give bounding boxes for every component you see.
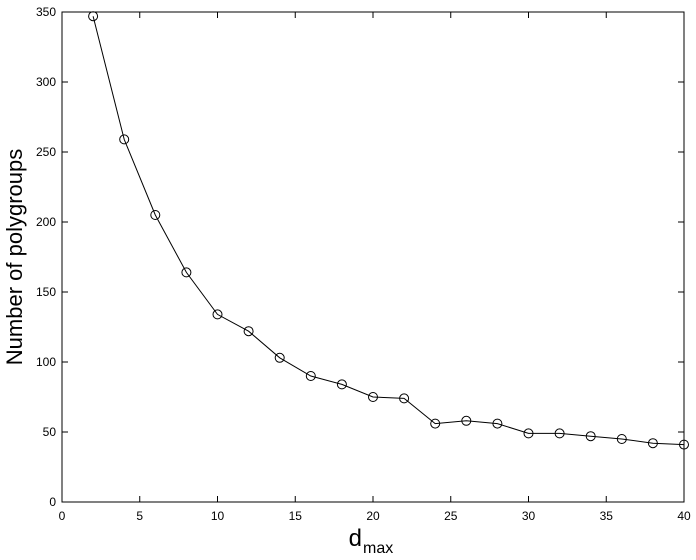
y-tick-label: 200: [36, 215, 56, 229]
y-tick-label: 100: [36, 355, 56, 369]
marker: [523, 428, 534, 439]
marker: [492, 418, 503, 429]
x-tick-label: 0: [59, 509, 66, 523]
x-tick-label: 40: [677, 509, 691, 523]
marker: [430, 418, 441, 429]
marker: [647, 438, 658, 449]
x-tick-label: 5: [136, 509, 143, 523]
marker: [274, 352, 285, 363]
y-tick-label: 150: [36, 285, 56, 299]
y-tick-label: 50: [43, 425, 57, 439]
marker: [212, 309, 223, 320]
marker: [305, 371, 316, 381]
x-tick-label: 15: [289, 509, 303, 523]
x-tick-label: 20: [366, 509, 380, 523]
marker: [585, 431, 596, 442]
y-tick-label: 300: [36, 75, 56, 89]
marker: [119, 134, 130, 145]
marker: [616, 434, 627, 444]
marker: [181, 267, 192, 278]
marker: [679, 439, 689, 450]
y-tick-label: 350: [36, 5, 56, 19]
x-axis-label-sub: max: [363, 540, 393, 557]
x-axis-label: d: [349, 525, 362, 552]
marker: [243, 326, 254, 337]
y-tick-label: 250: [36, 145, 56, 159]
marker: [554, 428, 565, 439]
marker: [399, 393, 410, 404]
y-tick-label: 0: [49, 495, 56, 509]
marker: [461, 415, 472, 426]
x-tick-label: 35: [600, 509, 614, 523]
x-tick-label: 10: [211, 509, 225, 523]
line: [92, 16, 685, 446]
x-tick-label: 25: [444, 509, 458, 523]
x-tick-label: 30: [522, 509, 536, 523]
marker: [88, 11, 99, 22]
marker: [336, 379, 347, 390]
axes-box: [61, 11, 685, 503]
y-axis-label: Number of polygroups: [2, 149, 27, 365]
marker: [368, 392, 378, 402]
marker: [150, 210, 161, 220]
